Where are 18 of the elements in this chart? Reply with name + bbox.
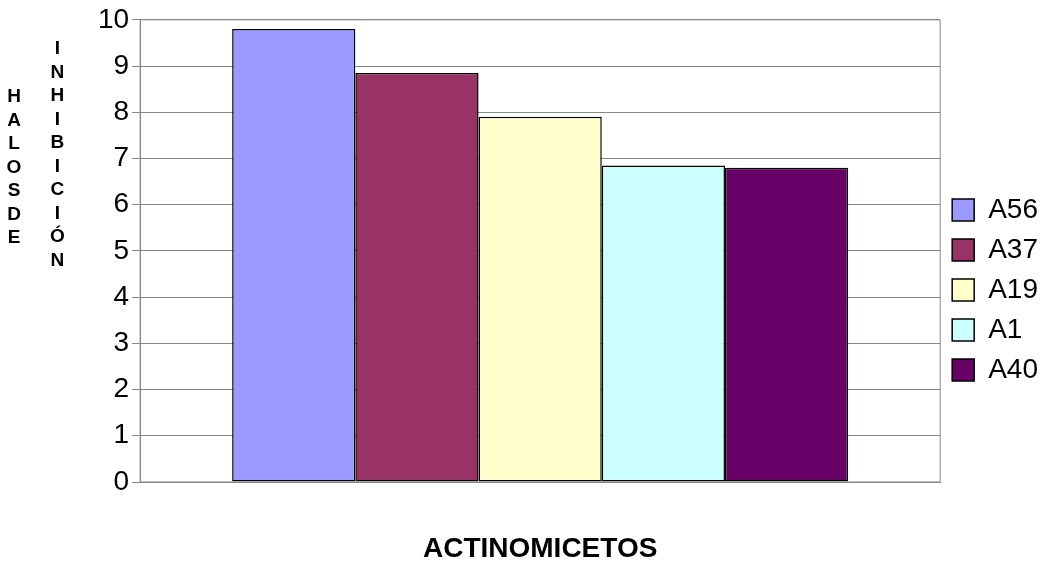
x-axis-title: ACTINOMICETOS — [422, 531, 658, 563]
y-tick-label: 2 — [113, 372, 130, 404]
y-tick-label: 5 — [113, 233, 130, 265]
y-tick-label: 1 — [113, 418, 130, 450]
y-tick-label: 3 — [113, 326, 130, 358]
y-tick-label: 4 — [113, 279, 130, 311]
y-tick-label: 10 — [97, 2, 130, 34]
y-tick-label: 7 — [113, 141, 130, 173]
legend-label: A56 — [988, 192, 1039, 224]
legend-label: A1 — [988, 312, 1023, 344]
y-tick-label: 8 — [113, 94, 130, 126]
legend-label: A19 — [988, 272, 1039, 304]
text: HALOS DE INHIBICIÓN — [6, 37, 65, 270]
y-tick-label: 0 — [113, 464, 130, 496]
legend-label: A37 — [988, 232, 1039, 264]
y-tick-label: 6 — [113, 187, 130, 219]
y-tick-label: 9 — [113, 48, 130, 80]
legend-label: A40 — [988, 352, 1039, 384]
